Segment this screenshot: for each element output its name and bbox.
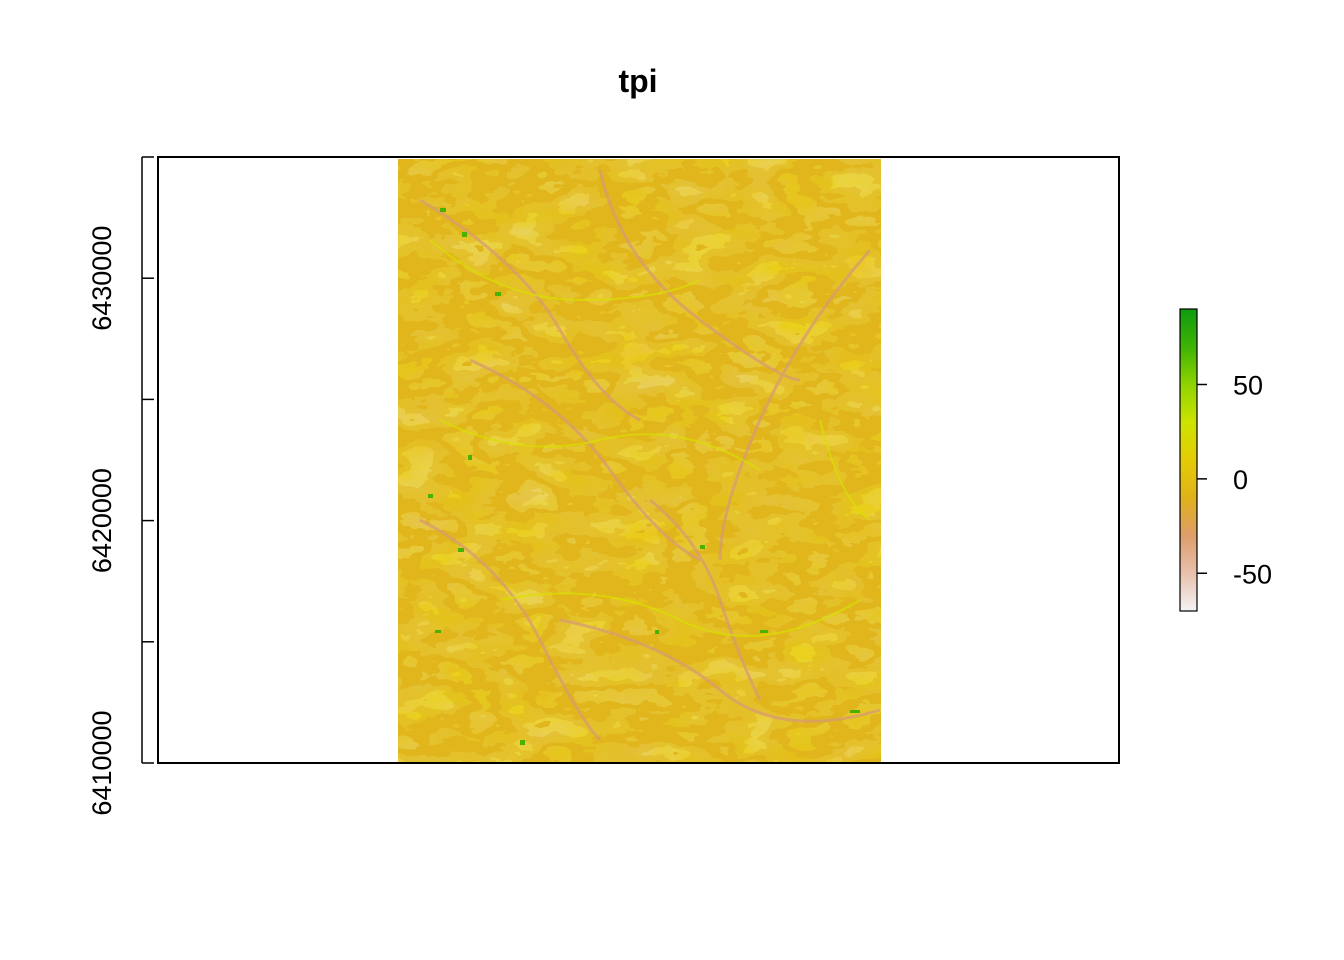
legend-tick-label: -50 <box>1233 559 1272 589</box>
raster-texture <box>398 159 881 763</box>
y-tick-label: 6430000 <box>87 226 117 331</box>
color-legend: 50 0 -50 <box>1179 308 1272 612</box>
chart-title: tpi <box>618 63 657 99</box>
legend-colorbar <box>1179 308 1198 612</box>
legend-tick-label: 50 <box>1233 371 1263 401</box>
raster-layer <box>398 159 881 763</box>
legend-ticks: 50 0 -50 <box>1197 371 1272 589</box>
green-highlights <box>428 208 860 745</box>
y-tick-label: 6410000 <box>87 710 117 815</box>
legend-tick-label: 0 <box>1233 465 1248 495</box>
y-axis: 6410000 6420000 6430000 <box>87 156 154 816</box>
valley-lines <box>419 169 881 742</box>
plot-frame <box>157 156 1120 764</box>
y-tick-label: 6420000 <box>87 468 117 573</box>
ridge-lines <box>429 239 871 637</box>
